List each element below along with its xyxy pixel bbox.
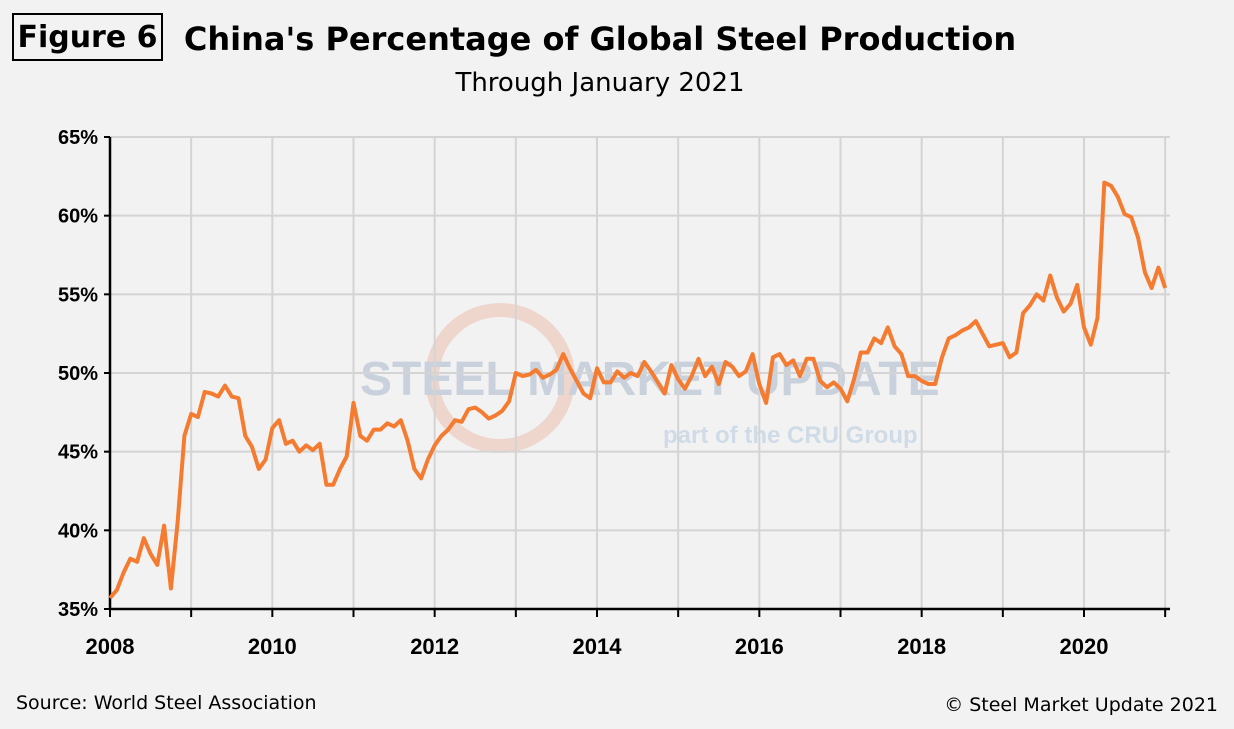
y-tick-label: 55% bbox=[58, 284, 98, 306]
x-tick-label: 2016 bbox=[735, 634, 784, 659]
source-note: Source: World Steel Association bbox=[16, 692, 317, 714]
x-tick-label: 2018 bbox=[897, 634, 946, 659]
chart-subtitle: Through January 2021 bbox=[455, 68, 745, 98]
y-tick-label: 65% bbox=[58, 127, 98, 149]
y-tick-label: 35% bbox=[58, 599, 98, 621]
chart-title: China's Percentage of Global Steel Produ… bbox=[183, 20, 1017, 58]
x-tick-label: 2008 bbox=[86, 634, 135, 659]
y-tick-label: 40% bbox=[58, 520, 98, 542]
y-tick-label: 45% bbox=[58, 442, 98, 464]
x-tick-label: 2020 bbox=[1060, 634, 1109, 659]
figure-label: Figure 6 bbox=[12, 13, 163, 61]
copyright-note: © Steel Market Update 2021 bbox=[944, 694, 1218, 716]
watermark-logo: STEEL MARKET UPDATE part of the CRU Grou… bbox=[360, 303, 940, 453]
x-tick-label: 2014 bbox=[573, 634, 623, 659]
y-tick-label: 60% bbox=[58, 206, 98, 228]
x-tick-label: 2012 bbox=[410, 634, 459, 659]
watermark-line2: part of the CRU Group bbox=[663, 422, 918, 449]
y-tick-label: 50% bbox=[58, 363, 98, 385]
x-tick-label: 2010 bbox=[248, 634, 297, 659]
